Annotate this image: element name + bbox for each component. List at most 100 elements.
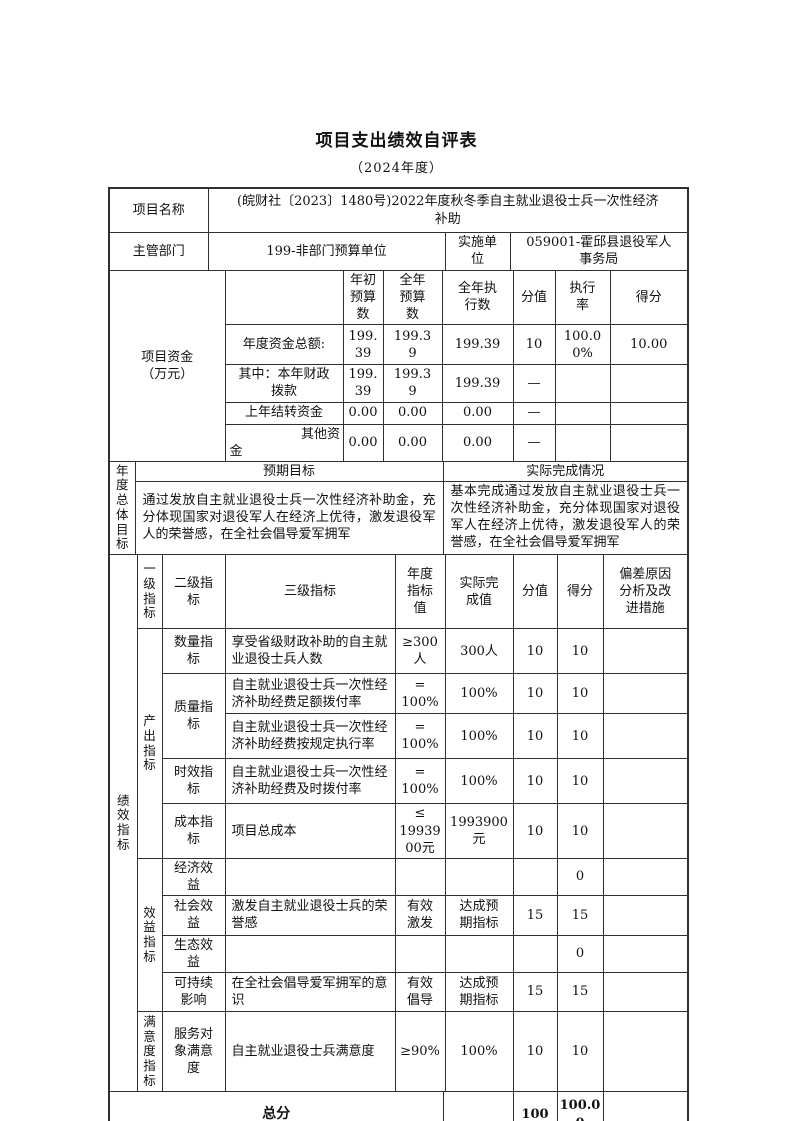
score-cell: 10 (557, 758, 604, 805)
funds-row-label: 其他资金 (225, 424, 344, 462)
project-name-label: 项目名称 (110, 189, 209, 233)
target-cell: ≤ 19939 00元 (395, 803, 446, 859)
deviation-cell (603, 895, 687, 936)
table-row: 绩 效 指 标 一 级 指 标 二级指 标 三级指标 年度 指标 值 实际完 成… (110, 554, 687, 1093)
funds-row-label: 其中：本年财政 拨款 (225, 364, 344, 403)
deviation-cell (603, 673, 687, 715)
funds-cell: 10.00 (610, 324, 687, 366)
level3-cell: 激发自主就业退役士兵的荣誉感 (225, 895, 396, 936)
col-header-level2: 二级指 标 (162, 554, 226, 630)
table-row: 自主就业退役士兵一次性经济补助经费按规定执行率 = 100% 100% 10 1… (110, 713, 687, 760)
level3-cell (225, 935, 396, 973)
funds-cell (610, 424, 687, 462)
target-cell: 有效 倡导 (395, 972, 446, 1013)
level2-cell: 社会效 益 (162, 895, 226, 936)
target-cell (395, 858, 446, 897)
weight-cell: 10 (513, 628, 558, 675)
weight-cell: 10 (513, 673, 558, 715)
project-info-table: 项目名称 (皖财社〔2023〕1480号)2022年度秋冬季自主就业退役士兵一次… (110, 189, 687, 271)
table-row: 主管部门 199-非部门预算单位 实施单 位 059001-霍邱县退役军人 事务… (110, 232, 687, 271)
actual-cell: 100% (445, 713, 514, 760)
funds-cell: 0.00 (442, 424, 514, 462)
actual-cell: 100% (445, 1011, 514, 1093)
weight-cell: 10 (513, 713, 558, 760)
table-row: 年度资金总额: 199. 39 199.3 9 199.39 10 100.0 … (110, 324, 687, 366)
weight-cell (513, 935, 558, 973)
table-row: 其中：本年财政 拨款 199. 39 199.3 9 199.39 — (110, 364, 687, 403)
funds-cell: 199. 39 (343, 364, 384, 403)
goals-group-label: 年 度 总 体 目 标 (110, 461, 136, 555)
expected-goal-text: 通过发放自主就业退役士兵一次性经济补助金，充分体现国家对退役军人在经济上优待，激… (135, 481, 444, 555)
actual-cell (445, 858, 514, 897)
col-header-weight: 分值 (513, 270, 556, 326)
table-row: 成本指 标 项目总成本 ≤ 19939 00元 1993900 元 10 10 (110, 803, 687, 859)
deviation-cell (603, 628, 687, 675)
total-score-label: 总分 (110, 1092, 444, 1121)
table-row: 质量指 标 自主就业退役士兵一次性经济补助经费足额拨付率 = 100% 100%… (110, 673, 687, 760)
deviation-cell (603, 972, 687, 1013)
actual-completion-header: 实际完成情况 (443, 461, 687, 483)
empty-cell (603, 1092, 687, 1121)
dept-value: 199-非部门预算单位 (208, 232, 446, 271)
funds-cell: 199. 39 (343, 324, 384, 366)
funds-cell (555, 424, 611, 462)
funds-cell: — (513, 402, 556, 425)
level3-cell: 自主就业退役士兵一次性经济补助经费足额拨付率 (225, 673, 396, 715)
col-header-actual: 实际完 成值 (445, 554, 514, 630)
funds-cell: 0.00 (442, 402, 514, 425)
funds-row-label: 上年结转资金 (225, 402, 344, 425)
funds-cell: 100.0 0% (555, 324, 611, 366)
deviation-cell (603, 935, 687, 973)
level3-cell: 自主就业退役士兵一次性经济补助经费及时拨付率 (225, 758, 396, 805)
funds-cell: 199.39 (442, 324, 514, 366)
actual-cell: 100% (445, 758, 514, 805)
level2-cell: 数量指 标 (162, 628, 226, 675)
weight-cell: 10 (513, 1011, 558, 1093)
total-weight-value: 100 (513, 1092, 558, 1121)
col-header-begin-budget: 年初 预算 数 (343, 270, 384, 326)
level2-cell: 生态效 益 (162, 935, 226, 973)
actual-cell: 300人 (445, 628, 514, 675)
funds-cell: 0.00 (383, 424, 443, 462)
table-row: 项目资金 （万元） 年初 预算 数 全年 预算 数 全年执 行数 分值 执行 率… (110, 270, 687, 462)
col-header-weight: 分值 (513, 554, 558, 630)
actual-cell: 100% (445, 673, 514, 715)
col-header-level1: 一 级 指 标 (137, 554, 163, 630)
actual-cell: 达成预 期指标 (445, 895, 514, 936)
deviation-cell (603, 1011, 687, 1093)
score-cell: 10 (557, 1011, 604, 1093)
project-name-value: (皖财社〔2023〕1480号)2022年度秋冬季自主就业退役士兵一次性经济 补… (208, 189, 687, 233)
score-cell: 10 (557, 803, 604, 859)
col-header-exec: 全年执 行数 (442, 270, 514, 326)
funds-cell (555, 402, 611, 425)
output-group-label: 产 出 指 标 (137, 628, 163, 859)
level2-cell: 成本指 标 (162, 803, 226, 859)
table-row: 可持续 影响 在全社会倡导爱军拥军的意识 有效 倡导 达成预 期指标 15 15 (110, 972, 687, 1013)
deviation-cell (603, 803, 687, 859)
dept-label: 主管部门 (110, 232, 209, 271)
table-row: 项目名称 (皖财社〔2023〕1480号)2022年度秋冬季自主就业退役士兵一次… (110, 189, 687, 233)
funds-cell: 0.00 (383, 402, 443, 425)
actual-cell (445, 935, 514, 973)
table-row: 社会效 益 激发自主就业退役士兵的荣誉感 有效 激发 达成预 期指标 15 15 (110, 895, 687, 936)
total-score-table: 总分 100 100.0 0 (110, 1092, 687, 1121)
score-cell: 10 (557, 673, 604, 715)
satisfaction-group-label: 满 意 度 指 标 (137, 1011, 163, 1093)
col-header-deviation: 偏差原因 分析及改 进措施 (603, 554, 687, 630)
table-row: 其他资金 0.00 0.00 0.00 — (110, 424, 687, 462)
level3-cell: 在全社会倡导爱军拥军的意识 (225, 972, 396, 1013)
table-row: 总分 100 100.0 0 (110, 1092, 687, 1121)
level3-cell (225, 858, 396, 897)
empty-cell (225, 270, 344, 326)
target-cell: = 100% (395, 713, 446, 760)
table-row: 满 意 度 指 标 服务对 象满意 度 自主就业退役士兵满意度 ≥90% 100… (110, 1011, 687, 1093)
weight-cell (513, 858, 558, 897)
empty-cell (443, 1092, 514, 1121)
indicators-table: 绩 效 指 标 一 级 指 标 二级指 标 三级指标 年度 指标 值 实际完 成… (110, 554, 687, 1093)
funds-cell: 199.3 9 (383, 364, 443, 403)
col-header-year-budget: 全年 预算 数 (383, 270, 443, 326)
funds-cell: 0.00 (343, 402, 384, 425)
impl-unit-value: 059001-霍邱县退役军人 事务局 (510, 232, 687, 271)
score-cell: 15 (557, 972, 604, 1013)
